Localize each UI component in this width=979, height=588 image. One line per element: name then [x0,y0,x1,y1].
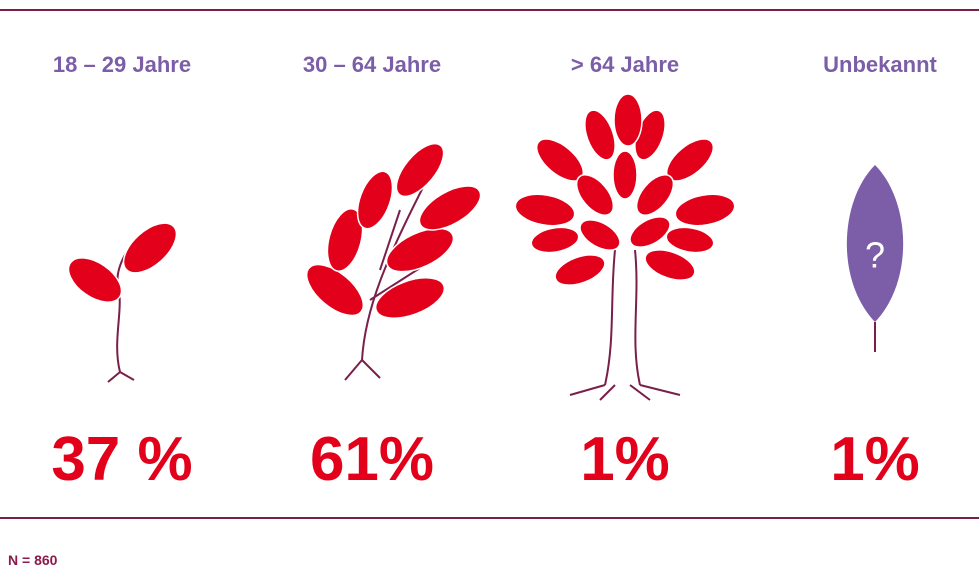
group-label: 30 – 64 Jahre [303,52,441,77]
infographic: 18 – 29 Jahre 30 – 64 Jahre > 64 Jahre U… [0,0,979,588]
share-value: 1% [580,425,670,494]
group-label: Unbekannt [823,52,937,77]
group-label: > 64 Jahre [571,52,679,77]
tree-icon [513,94,737,400]
unknown-leaf-icon: ? [847,165,903,352]
sprout-icon [61,214,185,382]
group-label: 18 – 29 Jahre [53,52,191,77]
question-mark: ? [865,235,885,276]
sample-note: N = 860 [8,552,58,568]
share-value: 61% [310,425,434,494]
branch-icon [298,136,487,380]
share-value: 1% [830,425,920,494]
share-value: 37 % [51,425,192,494]
